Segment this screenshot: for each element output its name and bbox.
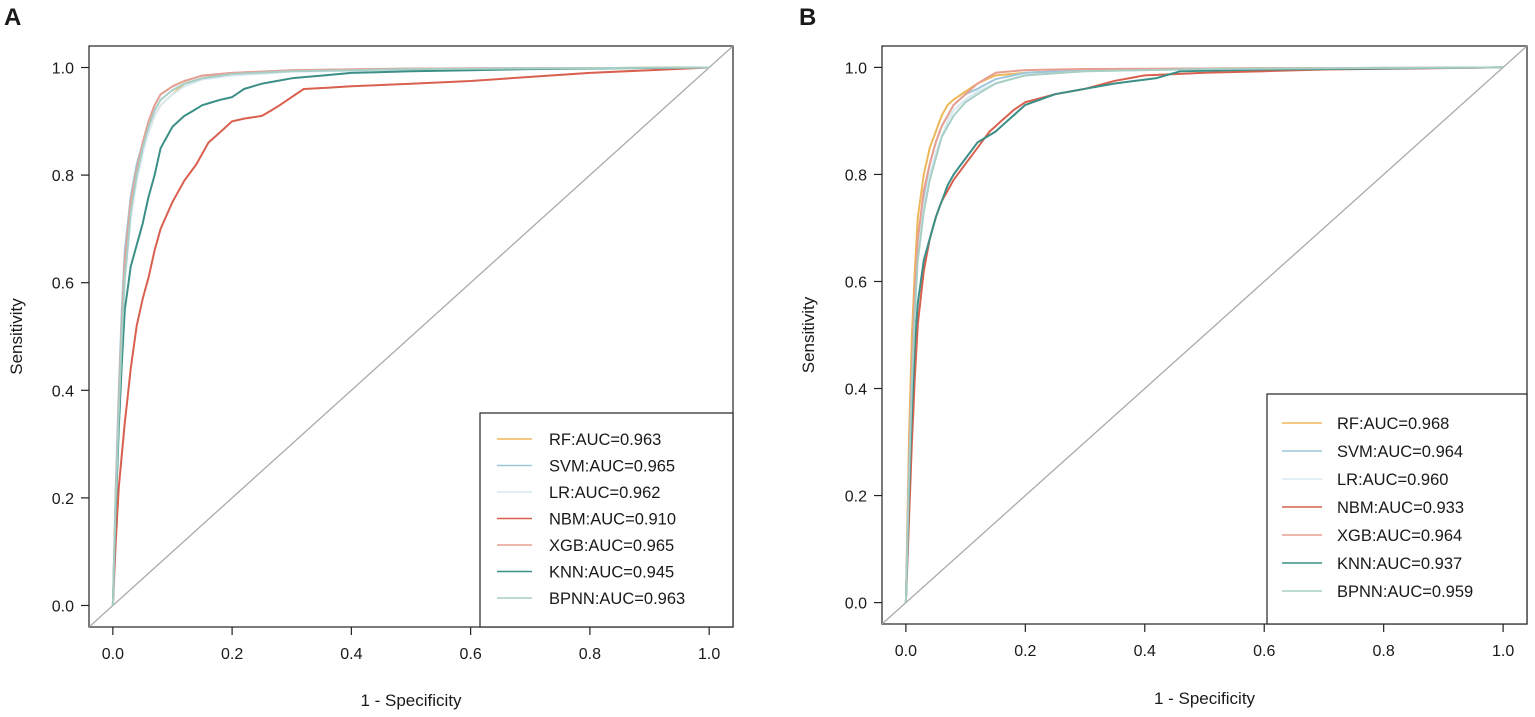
legend-label: SVM:AUC=0.965 xyxy=(549,458,675,476)
x-tick-label: 0.8 xyxy=(1373,643,1395,660)
x-tick-label: 0.6 xyxy=(460,646,482,663)
legend-box xyxy=(479,412,734,628)
plot-frame xyxy=(88,45,734,628)
legend-label: RF:AUC=0.963 xyxy=(549,431,661,449)
x-tick-label: 0.2 xyxy=(221,646,243,663)
roc-curve-knn xyxy=(111,66,710,606)
y-tick-label: 0.8 xyxy=(845,167,867,184)
roc-curve-nbm xyxy=(111,66,710,606)
y-tick-label: 1.0 xyxy=(845,60,867,77)
legend-label: XGB:AUC=0.965 xyxy=(549,537,674,555)
roc-curve-knn xyxy=(904,66,1504,603)
legend: RF:AUC=0.968 SVM:AUC=0.964 LR:AUC=0.960 NBM… xyxy=(1266,393,1528,625)
x-tick-label: 0.4 xyxy=(1134,643,1156,660)
y-tick-label: 1.0 xyxy=(52,61,74,78)
legend-label: NBM:AUC=0.910 xyxy=(549,511,676,529)
x-tick-label: 0.6 xyxy=(1253,643,1275,660)
y-tick-label: 0.6 xyxy=(52,276,74,293)
x-tick-label: 0.8 xyxy=(579,646,601,663)
x-tick-label: 0.2 xyxy=(1014,643,1036,660)
legend-label: BPNN:AUC=0.963 xyxy=(549,590,685,608)
roc-curves xyxy=(904,66,1504,603)
y-tick-label: 0.4 xyxy=(845,382,867,399)
roc-curve-nbm xyxy=(904,66,1504,603)
legend: RF:AUC=0.963 SVM:AUC=0.965 LR:AUC=0.962 NBM… xyxy=(479,412,734,628)
y-tick-label: 0.6 xyxy=(845,274,867,291)
legend-label: KNN:AUC=0.937 xyxy=(1337,555,1462,573)
legend-label: SVM:AUC=0.964 xyxy=(1337,443,1463,461)
y-axis-title: Sensitivity xyxy=(799,296,818,373)
roc-panel-b: B 0.0 0.2 0.4 0.6 0.8 1.0 0.0 0.2 0.4 0.6 0.8 1.0 1 -… xyxy=(799,4,1528,708)
x-tick-label: 1.0 xyxy=(1492,643,1514,660)
legend-label: XGB:AUC=0.964 xyxy=(1337,527,1462,545)
legend-label: KNN:AUC=0.945 xyxy=(549,564,674,582)
roc-panel-a: A 0.0 0.2 0.4 0.6 0.8 1.0 0.0 0.2 0.4 0.6 0.8 1.0 1 -… xyxy=(4,4,734,710)
legend-label: LR:AUC=0.962 xyxy=(549,484,660,502)
y-tick-label: 0.0 xyxy=(845,596,867,613)
x-tick-label: 0.0 xyxy=(895,643,917,660)
legend-box xyxy=(1266,393,1528,625)
y-tick-label: 0.8 xyxy=(52,168,74,185)
roc-curve-xgb xyxy=(904,66,1504,603)
legend-label: RF:AUC=0.968 xyxy=(1337,415,1449,433)
x-axis-title: 1 - Specificity xyxy=(360,691,462,710)
panel-letter: B xyxy=(799,4,816,31)
legend-label: BPNN:AUC=0.959 xyxy=(1337,583,1473,601)
y-tick-label: 0.4 xyxy=(52,383,74,400)
legend-label: LR:AUC=0.960 xyxy=(1337,471,1448,489)
y-axis-title: Sensitivity xyxy=(7,298,26,375)
legend-label: NBM:AUC=0.933 xyxy=(1337,499,1464,517)
x-tick-label: 0.0 xyxy=(102,646,124,663)
x-tick-label: 1.0 xyxy=(698,646,720,663)
y-tick-label: 0.0 xyxy=(52,598,74,615)
x-axis-title: 1 - Specificity xyxy=(1154,689,1256,708)
plot-frame xyxy=(881,45,1528,625)
x-tick-label: 0.4 xyxy=(340,646,362,663)
panel-letter: A xyxy=(4,4,21,31)
roc-curves xyxy=(111,66,710,606)
y-tick-label: 0.2 xyxy=(845,489,867,506)
reference-diagonal xyxy=(89,46,733,627)
reference-diagonal xyxy=(882,46,1527,624)
roc-curve-bpnn xyxy=(904,66,1504,603)
roc-curve-bpnn xyxy=(111,66,710,606)
y-tick-label: 0.2 xyxy=(52,491,74,508)
